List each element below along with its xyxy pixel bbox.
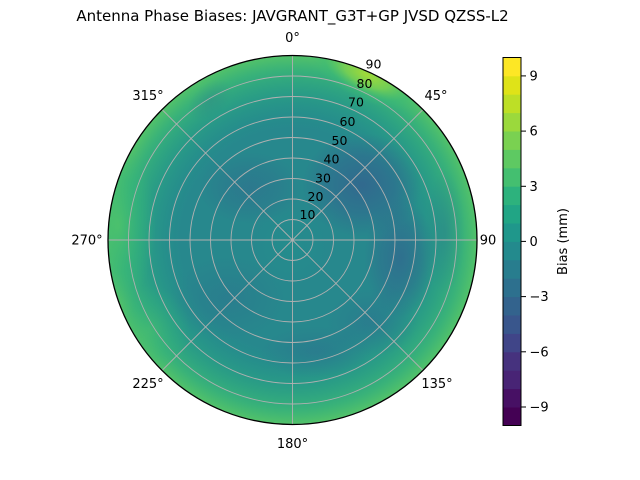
colorbar-band xyxy=(503,315,521,334)
colorbar-tick-n6: −6 xyxy=(530,345,549,360)
colorbar-band xyxy=(503,388,521,408)
colorbar-tick-3: 3 xyxy=(530,180,538,195)
colorbar-tick-n3: −3 xyxy=(530,290,549,305)
azimuth-label-135: 135° xyxy=(421,377,452,392)
polar-outline xyxy=(107,54,478,426)
colorbar-band xyxy=(503,351,521,371)
colorbar-tick-labels: 9 6 3 0 −3 −6 −9 xyxy=(530,69,549,415)
colorbar-band xyxy=(503,278,521,298)
colorbar-tick-9: 9 xyxy=(530,69,538,84)
colorbar-band xyxy=(503,223,521,242)
colorbar-band xyxy=(503,167,521,187)
radial-label-40: 40 xyxy=(324,152,340,167)
azimuth-label-180: 180° xyxy=(277,437,308,452)
colorbar-band xyxy=(503,259,521,279)
colorbar-band xyxy=(503,149,521,169)
polar-field xyxy=(108,56,477,424)
colorbar-band xyxy=(503,333,521,353)
azimuth-tick-labels: 0° 45° 90 135° 180° 225° 270° 315° xyxy=(71,31,496,452)
colorbar-band xyxy=(503,131,521,150)
colorbar-tick-6: 6 xyxy=(530,125,538,140)
radial-label-20: 20 xyxy=(308,189,324,204)
radial-label-90: 90 xyxy=(366,57,382,72)
radial-label-30: 30 xyxy=(315,171,331,186)
colorbar-band xyxy=(503,57,521,77)
azimuth-label-45: 45° xyxy=(424,89,447,104)
azimuth-label-315: 315° xyxy=(132,89,163,104)
radial-label-60: 60 xyxy=(340,114,356,129)
colorbar-axis-label: Bias (mm) xyxy=(556,208,571,275)
radial-label-50: 50 xyxy=(332,133,348,148)
colorbar-band xyxy=(503,75,521,95)
radial-label-10: 10 xyxy=(300,207,316,222)
colorbar-band xyxy=(503,94,521,114)
figure-title: Antenna Phase Biases: JAVGRANT_G3T+GP JV… xyxy=(76,7,509,25)
azimuth-label-90: 90 xyxy=(480,234,497,249)
colorbar-band xyxy=(503,296,521,316)
colorbar-tick-0: 0 xyxy=(530,235,538,250)
colorbar-band xyxy=(503,204,521,224)
colorbar-band xyxy=(503,241,521,261)
colorbar-band xyxy=(503,186,521,206)
colorbar-border xyxy=(502,57,522,426)
colorbar-tick-marks xyxy=(521,75,526,408)
azimuth-label-0: 0° xyxy=(285,31,300,46)
radial-label-80: 80 xyxy=(357,76,373,91)
azimuth-label-225: 225° xyxy=(132,377,163,392)
colorbar: 9 6 3 0 −3 −6 −9 Bias (mm) xyxy=(502,57,571,426)
polar-grid xyxy=(108,55,477,425)
colorbar-band xyxy=(503,370,521,390)
colorbar-band xyxy=(503,112,521,132)
radial-label-70: 70 xyxy=(348,95,364,110)
colorbar-band xyxy=(503,407,521,426)
colorbar-bands xyxy=(503,57,521,426)
azimuth-label-270: 270° xyxy=(71,234,102,249)
radial-tick-labels: 10 20 30 40 50 60 70 80 90 xyxy=(300,57,382,223)
colorbar-tick-n9: −9 xyxy=(530,401,549,416)
